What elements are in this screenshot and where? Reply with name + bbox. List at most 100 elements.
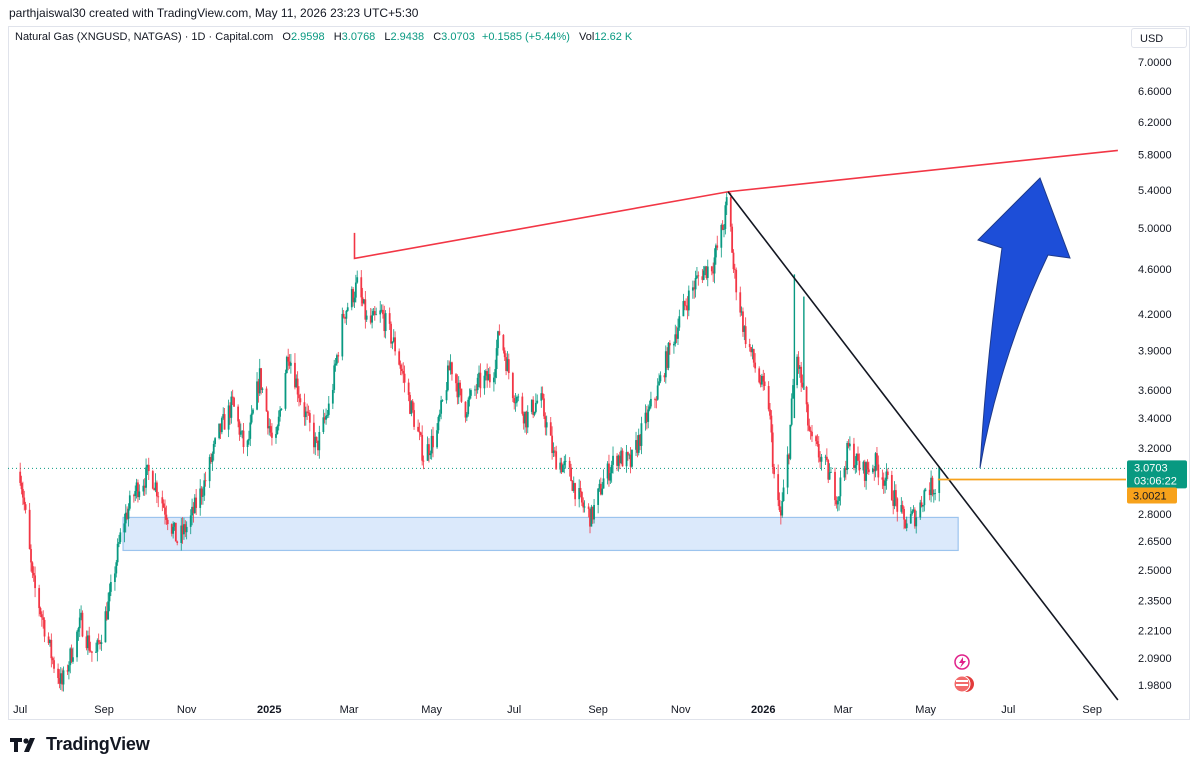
candle-body <box>591 506 594 520</box>
candle-body <box>138 491 141 498</box>
candle-body <box>38 588 41 609</box>
candle-body <box>521 396 524 414</box>
candle-body <box>470 390 472 396</box>
candle-body <box>815 436 817 442</box>
candle-body <box>151 471 154 489</box>
candle-body <box>543 398 545 417</box>
candle-body <box>606 463 609 479</box>
candle-body <box>227 405 230 430</box>
legend-symbol: Natural Gas (XNGUSD, NATGAS) · 1D · Capi… <box>15 31 274 43</box>
candle-body <box>233 397 235 407</box>
candle-body <box>231 396 234 398</box>
candle-body <box>865 462 868 481</box>
candle-body <box>354 282 357 298</box>
candle-body <box>781 501 784 516</box>
lightning-icon[interactable] <box>954 654 970 670</box>
candle-body <box>50 639 53 659</box>
candle-body <box>327 403 330 415</box>
candle-body <box>248 438 250 441</box>
candle-body <box>621 450 624 467</box>
candle-body <box>256 381 258 410</box>
candle-body <box>693 287 696 290</box>
candle-body <box>413 410 415 427</box>
candle-body <box>124 512 127 524</box>
candle-body <box>192 506 195 514</box>
candle-body <box>867 469 870 473</box>
candle-body <box>391 341 394 344</box>
candle-body <box>456 383 459 398</box>
x-tick-label: Mar <box>834 704 853 716</box>
candle-body <box>714 245 717 258</box>
candle-body <box>593 504 595 520</box>
candle-body <box>866 462 869 470</box>
candle-body <box>913 509 916 527</box>
candle-body <box>364 299 367 320</box>
candle-body <box>432 435 434 448</box>
candle-body <box>62 670 65 685</box>
legend-low: 2.9438 <box>390 31 425 43</box>
candle-body <box>417 426 420 432</box>
candle-body <box>748 344 751 348</box>
candle-body <box>241 430 244 432</box>
candle-body <box>257 381 260 394</box>
candle-body <box>752 349 755 363</box>
candle-body <box>80 612 82 618</box>
candle-body <box>635 440 637 450</box>
candle-body <box>365 315 368 320</box>
candle-body <box>522 413 525 424</box>
candle-body <box>314 436 317 448</box>
candle-body <box>848 443 851 447</box>
candle-body <box>350 289 353 308</box>
candle-body <box>68 665 70 672</box>
candle-body <box>86 635 89 649</box>
candle-body <box>882 479 885 486</box>
candle-body <box>382 309 384 315</box>
candle-body <box>289 362 292 366</box>
resistance-line[interactable] <box>353 149 1118 260</box>
candle-body <box>438 413 441 417</box>
candle-body <box>602 478 605 489</box>
candle-body <box>874 453 877 472</box>
candle-body <box>166 519 169 525</box>
trend-line[interactable] <box>727 191 1119 701</box>
candle-body <box>924 489 927 491</box>
candle-body <box>180 525 183 543</box>
candle-body <box>20 482 23 490</box>
x-tick-label: Mar <box>340 704 359 716</box>
candle-body <box>181 525 184 535</box>
candle-body <box>770 415 773 433</box>
candle-body <box>820 456 823 462</box>
candle-body <box>590 506 593 527</box>
candle-body <box>185 526 188 533</box>
candles-layer <box>19 192 941 692</box>
candle-body <box>323 417 326 420</box>
candle-body <box>214 438 216 445</box>
candle-body <box>220 418 223 433</box>
us-flag-icon[interactable] <box>953 675 974 693</box>
candle-body <box>353 297 356 303</box>
candle-body <box>269 426 272 433</box>
candle-body <box>455 374 457 384</box>
candle-body <box>533 411 536 415</box>
candle-body <box>266 411 269 429</box>
candle-body <box>337 355 340 357</box>
candle-body <box>137 482 139 498</box>
candle-body <box>89 650 92 652</box>
candle-body <box>673 343 675 346</box>
candle-body <box>246 440 249 448</box>
candle-body <box>551 435 554 454</box>
demand-zone[interactable] <box>122 516 959 552</box>
candle-body <box>733 269 736 270</box>
candle-body <box>105 611 108 620</box>
candle-body <box>620 450 623 464</box>
candle-body <box>430 435 433 454</box>
candle-body <box>464 401 467 418</box>
candle-body <box>658 381 660 386</box>
candle-body <box>57 668 59 678</box>
candle-body <box>827 460 830 480</box>
candle-body <box>296 378 299 395</box>
currency-selector[interactable]: USD <box>1131 28 1187 48</box>
candle-body <box>511 373 514 399</box>
candle-body <box>612 455 614 465</box>
